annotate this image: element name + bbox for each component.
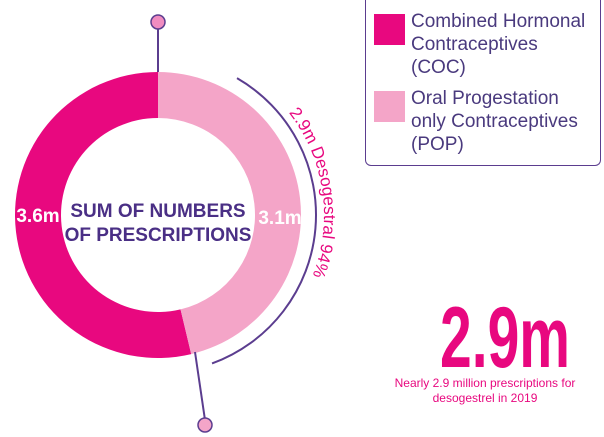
bracket-arc xyxy=(211,77,317,365)
value-label: 3.1m xyxy=(258,208,301,229)
donut-segment xyxy=(14,71,192,358)
legend-label: Combined Hormonal Contraceptives (COC) xyxy=(411,11,586,78)
donut-segment xyxy=(158,72,301,355)
connector-dot xyxy=(150,14,166,30)
highlight-caption: Nearly 2.9 million prescriptions for des… xyxy=(394,376,576,405)
center-label: SUM OF NUMBERS OF PRESCRIPTIONS xyxy=(64,201,252,246)
legend-label: Oral Progestation only Contraceptives (P… xyxy=(411,88,578,155)
highlight-value: 2.9m xyxy=(440,290,570,386)
legend: Combined Hormonal Contraceptives (COC) O… xyxy=(365,0,601,166)
value-label: 3.6m xyxy=(16,206,59,227)
legend-swatch xyxy=(374,91,405,122)
connector-line xyxy=(194,351,206,421)
legend-item: Combined Hormonal Contraceptives (COC) xyxy=(374,10,596,79)
legend-swatch xyxy=(374,14,405,45)
legend-item: Oral Progestation only Contraceptives (P… xyxy=(374,87,596,156)
connector-dot xyxy=(197,417,213,433)
